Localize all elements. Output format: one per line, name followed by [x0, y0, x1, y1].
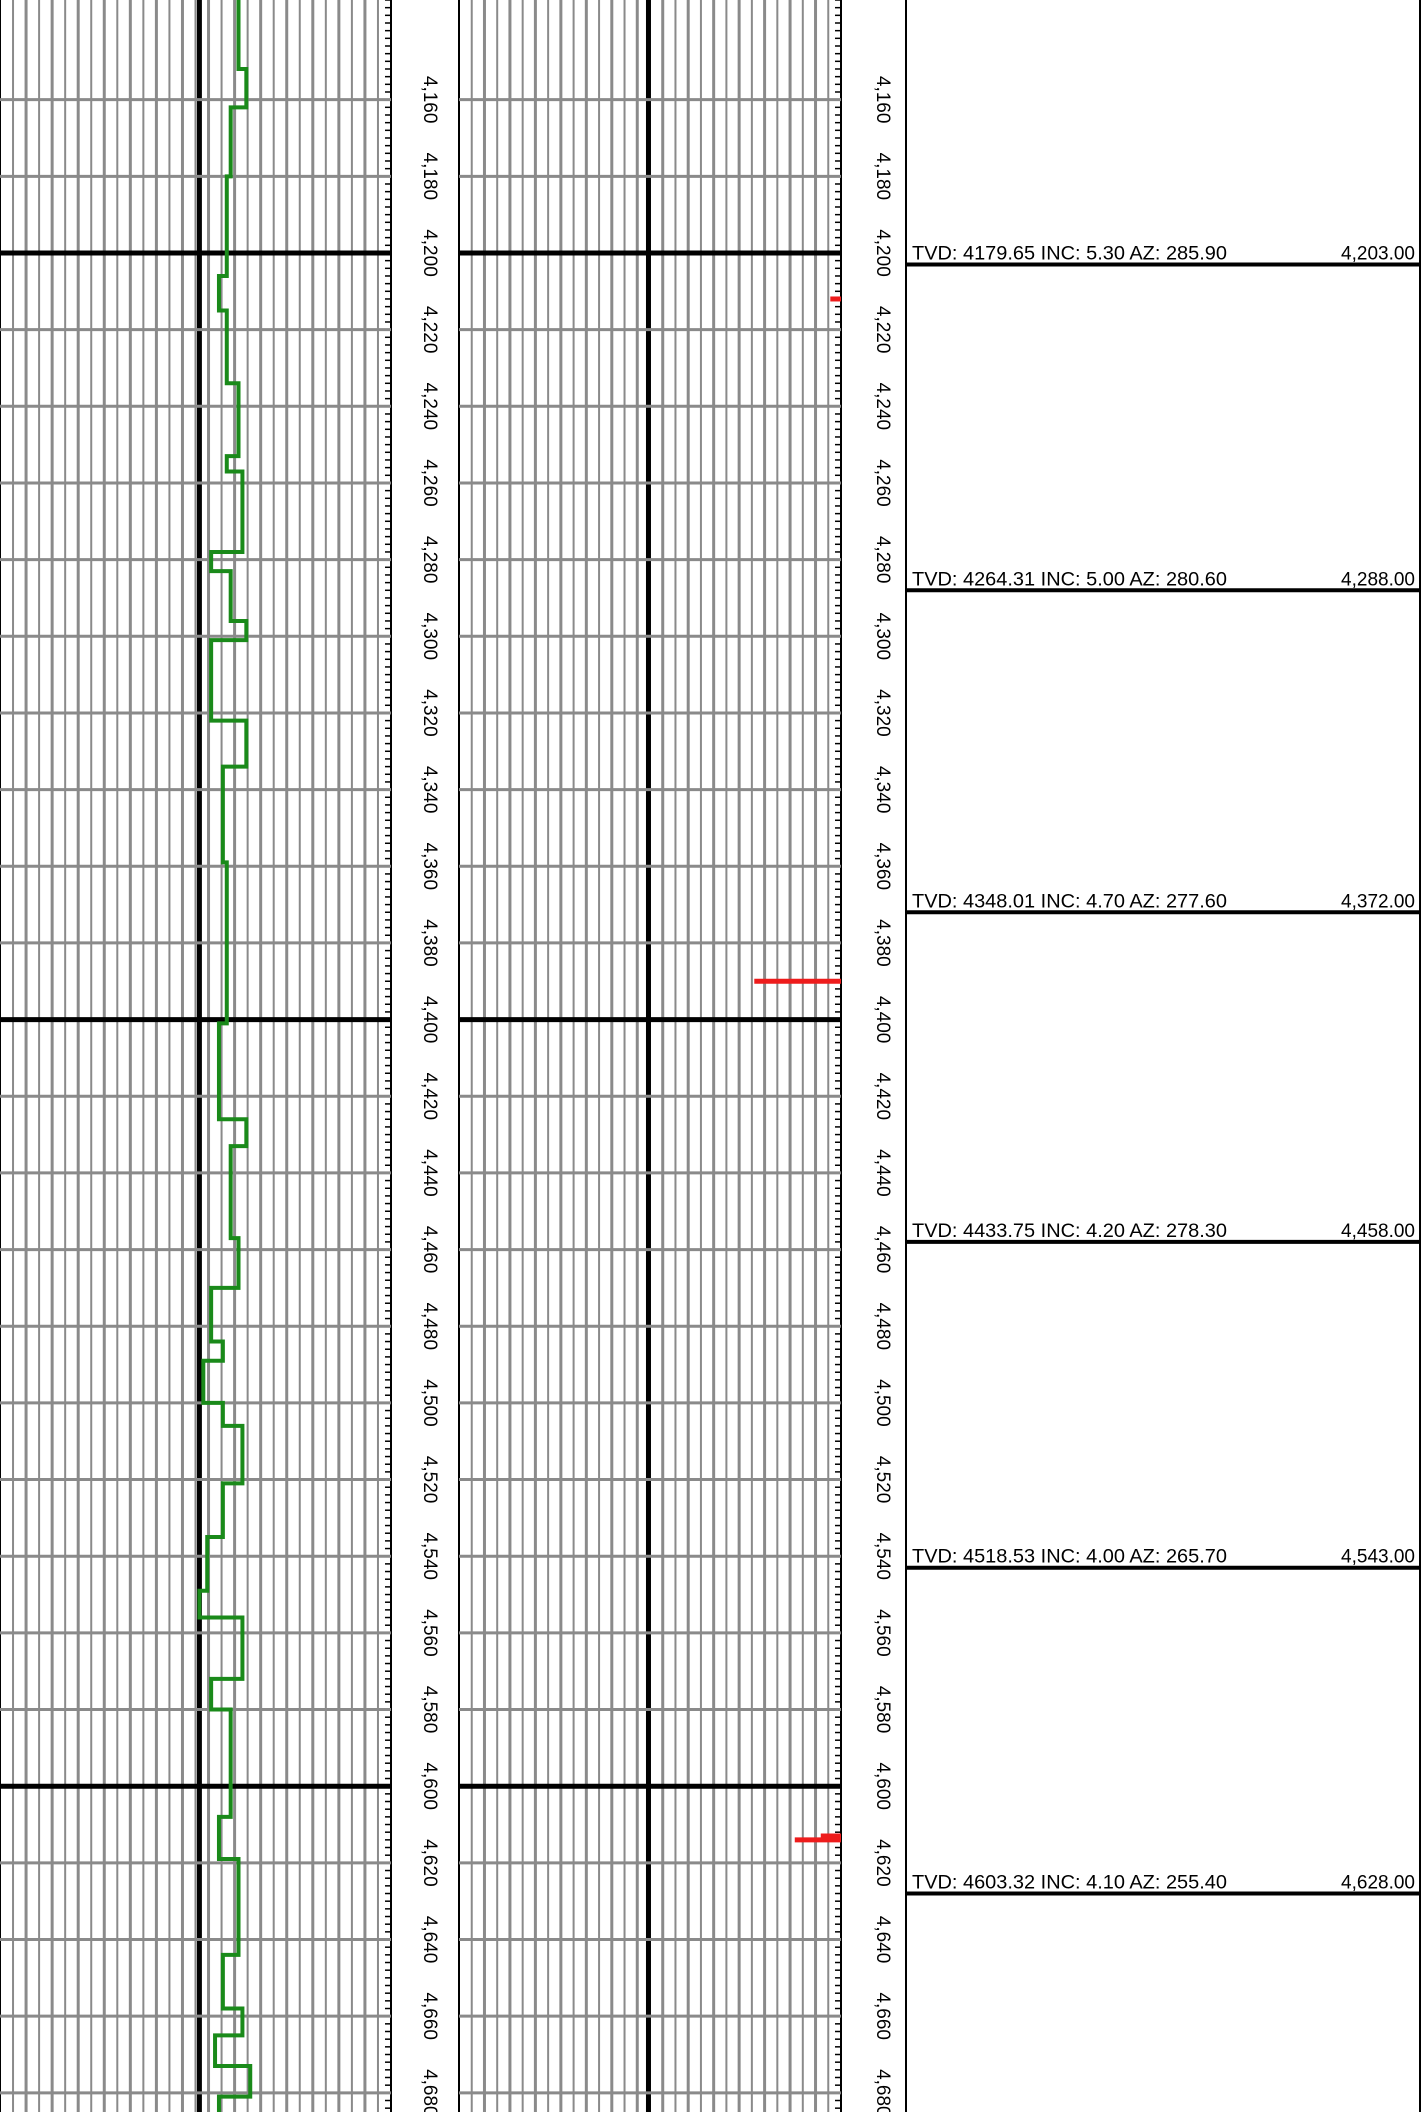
survey-md: 4,628.00	[1341, 1873, 1415, 1894]
depth-label: 4,640	[419, 1916, 440, 1964]
depth-label: 4,340	[419, 766, 440, 814]
depth-label: 4,680	[872, 2069, 893, 2112]
depth-label: 4,440	[872, 1149, 893, 1197]
depth-label: 4,380	[872, 919, 893, 967]
depth-label: 4,520	[872, 1456, 893, 1504]
survey-text: TVD: 4179.65 INC: 5.30 AZ: 285.90	[912, 243, 1227, 264]
depth-label: 4,200	[419, 229, 440, 277]
depth-label: 4,220	[872, 306, 893, 354]
survey-text: TVD: 4348.01 INC: 4.70 AZ: 277.60	[912, 891, 1227, 912]
survey-md: 4,543.00	[1341, 1547, 1415, 1568]
depth-label: 4,580	[872, 1686, 893, 1734]
depth-label: 4,500	[419, 1379, 440, 1427]
depth-label: 4,660	[419, 1992, 440, 2040]
depth-label: 4,620	[872, 1839, 893, 1887]
depth-label: 4,360	[419, 842, 440, 890]
depth-label: 4,620	[419, 1839, 440, 1887]
depth-label: 4,600	[419, 1762, 440, 1810]
depth-label: 4,560	[872, 1609, 893, 1657]
depth-label: 4,420	[872, 1072, 893, 1120]
depth-label: 4,680	[419, 2069, 440, 2112]
depth-label: 4,400	[872, 996, 893, 1044]
depth-label: 4,460	[872, 1226, 893, 1274]
depth-label: 4,200	[872, 229, 893, 277]
depth-label: 4,540	[872, 1532, 893, 1580]
depth-label: 4,340	[872, 766, 893, 814]
depth-label: 4,600	[872, 1762, 893, 1810]
depth-label: 4,300	[419, 613, 440, 661]
depth-label: 4,480	[872, 1302, 893, 1350]
depth-label: 4,520	[419, 1456, 440, 1504]
depth-label: 4,660	[872, 1992, 893, 2040]
depth-label: 4,180	[872, 153, 893, 201]
survey-md: 4,203.00	[1341, 243, 1415, 264]
survey-md: 4,458.00	[1341, 1221, 1415, 1242]
depth-label: 4,160	[872, 76, 893, 124]
survey-md: 4,372.00	[1341, 891, 1415, 912]
curve	[197, 0, 253, 2112]
depth-label: 4,260	[419, 459, 440, 507]
depth-label: 4,300	[872, 613, 893, 661]
survey-text: TVD: 4603.32 INC: 4.10 AZ: 255.40	[912, 1873, 1227, 1894]
survey-text: TVD: 4518.53 INC: 4.00 AZ: 265.70	[912, 1547, 1227, 1568]
depth-label: 4,240	[872, 383, 893, 431]
depth-label: 4,540	[419, 1532, 440, 1580]
depth-label: 4,440	[419, 1149, 440, 1197]
depth-label: 4,280	[872, 536, 893, 584]
depth-label: 4,460	[419, 1226, 440, 1274]
depth-label: 4,320	[872, 689, 893, 737]
depth-label: 4,580	[419, 1686, 440, 1734]
survey-text: TVD: 4433.75 INC: 4.20 AZ: 278.30	[912, 1221, 1227, 1242]
survey-md: 4,288.00	[1341, 569, 1415, 590]
depth-label: 4,180	[419, 153, 440, 201]
depth-label: 4,480	[419, 1302, 440, 1350]
depth-label: 4,640	[872, 1916, 893, 1964]
depth-label: 4,420	[419, 1072, 440, 1120]
depth-label: 4,380	[419, 919, 440, 967]
depth-label: 4,320	[419, 689, 440, 737]
survey-text: TVD: 4264.31 INC: 5.00 AZ: 280.60	[912, 569, 1227, 590]
depth-label: 4,400	[419, 996, 440, 1044]
depth-label: 4,220	[419, 306, 440, 354]
depth-label: 4,500	[872, 1379, 893, 1427]
depth-label: 4,560	[419, 1609, 440, 1657]
depth-label: 4,360	[872, 842, 893, 890]
depth-label: 4,240	[419, 383, 440, 431]
depth-label: 4,160	[419, 76, 440, 124]
depth-label: 4,280	[419, 536, 440, 584]
depth-label: 4,260	[872, 459, 893, 507]
